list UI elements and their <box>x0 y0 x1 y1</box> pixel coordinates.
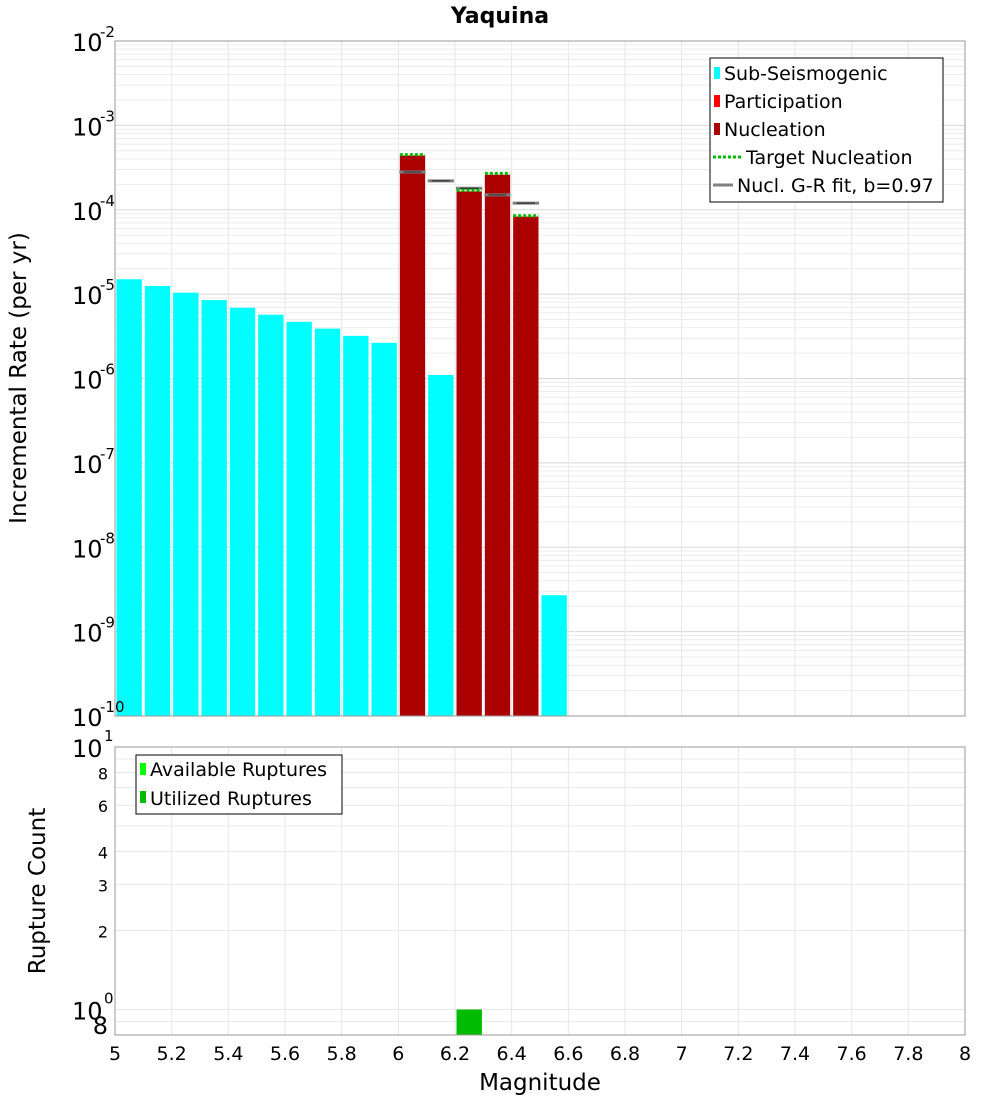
count-plot-border <box>114 746 966 1036</box>
rate-y-tick-exp: -4 <box>100 192 115 210</box>
bar-sub-seismogenic <box>173 292 199 716</box>
bar-sub-seismogenic <box>116 279 142 716</box>
x-tick-label: 7.2 <box>723 1043 753 1065</box>
bar-sub-seismogenic <box>229 307 256 716</box>
x-tick-label: 7 <box>676 1043 688 1065</box>
rate-y-tick-exp: -2 <box>100 23 115 41</box>
rate-y-tick-exp: -9 <box>100 614 115 632</box>
x-axis-label: Magnitude <box>479 1070 601 1096</box>
x-tick-label: 6 <box>392 1043 404 1065</box>
rate-y-tick-exp: -5 <box>100 276 115 294</box>
count-bars <box>456 1009 482 1035</box>
bar-sub-seismogenic <box>144 285 171 716</box>
bar-sub-seismogenic <box>371 342 397 716</box>
rate-y-tick-label: 10 <box>72 704 103 732</box>
x-tick-label: 5.6 <box>270 1043 300 1065</box>
bar-utilized-ruptures <box>456 1009 482 1035</box>
legend-swatch-available <box>140 763 146 775</box>
x-tick-label: 5.2 <box>157 1043 187 1065</box>
count-legend-box <box>135 754 343 815</box>
x-tick-label: 7.8 <box>893 1043 923 1065</box>
rate-y-tick-label: 10 <box>72 451 103 479</box>
x-tick-label: 7.6 <box>837 1043 867 1065</box>
legend-label-sub-seismogenic: Sub-Seismogenic <box>724 63 888 85</box>
rate-y-tick-label: 10 <box>72 620 103 648</box>
legend-swatch-sub-seismogenic <box>714 67 720 79</box>
count-y-tick-label: 8 <box>93 1012 108 1040</box>
count-y-tick-label: 10 <box>72 735 103 763</box>
rate-y-tick-label: 10 <box>72 113 103 141</box>
count-y-tick-label: 4 <box>98 843 108 862</box>
rate-legend: Sub-Seismogenic Participation Nucleation… <box>709 57 944 203</box>
rate-y-tick-exp: -7 <box>100 445 115 463</box>
bar-nucleation <box>484 174 511 716</box>
bar-sub-seismogenic <box>258 314 284 716</box>
count-y-tick-label: 6 <box>98 797 108 816</box>
rate-y-tick-label: 10 <box>72 535 103 563</box>
rate-y-tick-exp: -6 <box>100 361 115 379</box>
count-y-tick-label: 3 <box>98 876 108 895</box>
x-tick-label: 6.6 <box>553 1043 583 1065</box>
rate-legend-box <box>709 57 944 203</box>
count-y-tick-exp: 1 <box>104 727 114 745</box>
bar-sub-seismogenic <box>541 595 567 716</box>
x-tick-label: 5.8 <box>327 1043 357 1065</box>
legend-label-nucleation: Nucleation <box>724 119 826 141</box>
rate-plot-border <box>114 40 966 717</box>
legend-swatch-participation <box>714 95 720 107</box>
rate-y-axis-label: Incremental Rate (per yr) <box>6 232 32 524</box>
rate-bars <box>116 155 567 717</box>
x-tick-label: 5 <box>109 1043 121 1065</box>
x-tick-label: 8 <box>959 1043 971 1065</box>
x-tick-label: 6.2 <box>440 1043 470 1065</box>
rate-lines <box>399 153 539 218</box>
legend-label-available: Available Ruptures <box>150 759 327 781</box>
x-tick-label: 6.8 <box>610 1043 640 1065</box>
x-tick-label: 5.4 <box>213 1043 243 1065</box>
legend-label-gr-fit: Nucl. G-R fit, b=0.97 <box>737 175 934 197</box>
rate-y-tick-label: 10 <box>72 29 103 57</box>
bar-sub-seismogenic <box>201 300 227 716</box>
rate-y-tick-exp: -3 <box>100 107 115 125</box>
x-ticks: 5 5.2 5.4 5.6 5.8 6 6.2 6.4 6.6 6.8 7 7.2 7.4 7.6 7.8 8 <box>109 1043 971 1065</box>
legend-swatch-nucleation <box>714 123 720 135</box>
rate-y-tick-exp: -10 <box>100 698 125 716</box>
bar-sub-seismogenic <box>286 321 312 716</box>
legend-swatch-utilized <box>140 791 146 803</box>
rate-y-tick-label: 10 <box>72 367 103 395</box>
count-y-tick-label: 8 <box>98 764 108 783</box>
rate-y-tick-label: 10 <box>72 198 103 226</box>
count-y-axis-label: Rupture Count <box>25 808 51 974</box>
bar-nucleation <box>513 216 539 716</box>
bar-nucleation <box>456 191 482 717</box>
legend-label-participation: Participation <box>724 91 843 113</box>
bar-sub-seismogenic <box>314 328 341 716</box>
bar-sub-seismogenic <box>343 335 369 716</box>
legend-label-target-nucleation: Target Nucleation <box>745 147 913 169</box>
count-y-tick-exp: 0 <box>104 990 114 1008</box>
bar-sub-seismogenic <box>428 375 454 716</box>
legend-label-utilized: Utilized Ruptures <box>150 788 312 810</box>
rate-grid <box>114 41 966 717</box>
bar-nucleation <box>399 155 426 716</box>
count-y-tick-label: 2 <box>98 923 108 942</box>
rate-y-tick-exp: -8 <box>100 529 115 547</box>
rate-y-tick-label: 10 <box>72 282 103 310</box>
count-y-tick-label: 10 <box>72 998 103 1026</box>
x-tick-label: 7.4 <box>780 1043 810 1065</box>
count-legend: Available Ruptures Utilized Ruptures <box>135 754 343 815</box>
x-tick-label: 6.4 <box>497 1043 527 1065</box>
chart-title: Yaquina <box>450 4 549 29</box>
